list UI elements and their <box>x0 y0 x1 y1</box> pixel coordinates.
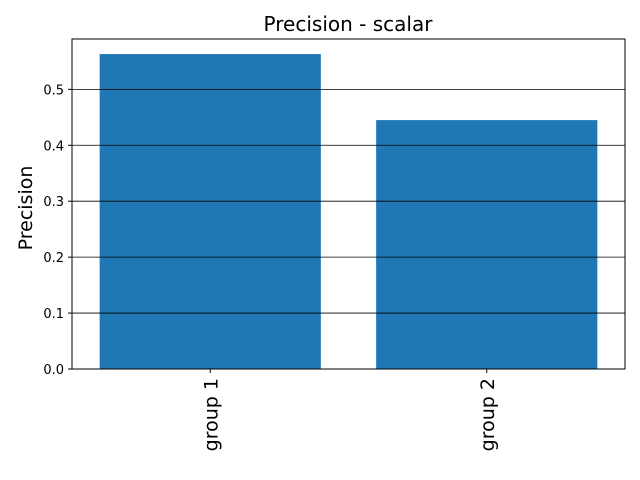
chart-title: Precision - scalar <box>264 12 434 36</box>
bars-group <box>99 54 598 370</box>
x-tick-label: group 2 <box>477 378 499 451</box>
y-tick-label: 0.4 <box>43 139 64 154</box>
y-tick-label: 0.1 <box>43 307 64 322</box>
y-ticks-group: 0.0 0.1 0.2 0.3 0.4 0.5 <box>43 83 72 378</box>
x-ticks-group: group 1 group 2 <box>200 369 499 451</box>
y-tick-label: 0.0 <box>43 363 64 378</box>
x-tick-label: group 1 <box>200 378 222 451</box>
plot-frame <box>71 38 626 370</box>
y-axis-label: Precision <box>15 166 37 251</box>
bar-2 <box>376 120 598 370</box>
y-tick-label: 0.2 <box>43 251 64 266</box>
bar-1 <box>99 54 321 370</box>
gridlines-group <box>72 88 625 314</box>
y-tick-label: 0.3 <box>43 195 64 210</box>
y-tick-label: 0.5 <box>43 83 64 98</box>
